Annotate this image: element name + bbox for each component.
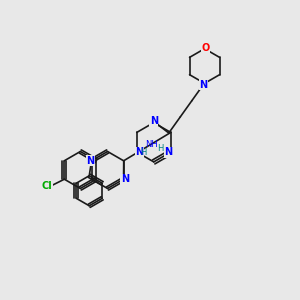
Text: N: N (200, 80, 208, 89)
Text: N: N (86, 156, 94, 166)
Text: H: H (157, 144, 163, 153)
Text: H: H (140, 148, 147, 157)
Text: N: N (135, 147, 143, 157)
Text: Cl: Cl (42, 181, 52, 191)
Text: N: N (121, 174, 129, 184)
Text: N: N (150, 116, 158, 127)
Text: O: O (202, 43, 210, 52)
Text: N: N (164, 147, 172, 157)
Text: NH: NH (146, 140, 158, 149)
